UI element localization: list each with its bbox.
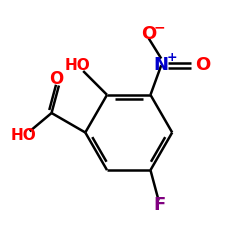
Text: HO: HO bbox=[65, 58, 91, 73]
Text: O: O bbox=[195, 56, 210, 74]
Text: F: F bbox=[153, 196, 166, 214]
Text: −: − bbox=[153, 21, 165, 35]
Text: HO: HO bbox=[10, 128, 36, 142]
Text: O: O bbox=[49, 70, 63, 88]
Text: +: + bbox=[166, 51, 177, 64]
Text: N: N bbox=[154, 56, 169, 74]
Text: O: O bbox=[141, 26, 156, 44]
